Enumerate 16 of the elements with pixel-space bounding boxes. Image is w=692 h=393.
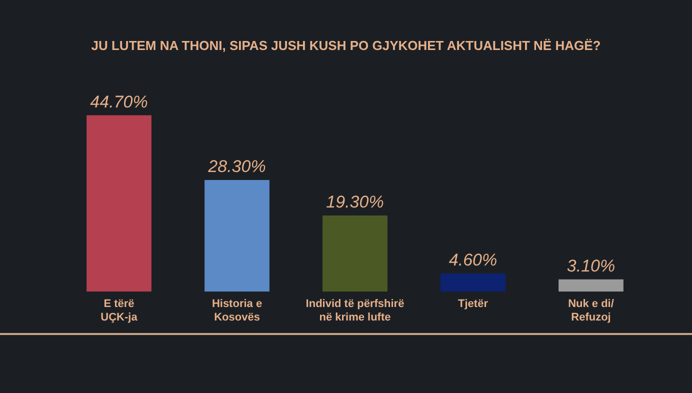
bar xyxy=(322,215,388,292)
bar xyxy=(86,115,152,292)
x-tick-label: E tërë UÇK-ja xyxy=(100,298,138,324)
data-label: 44.70% xyxy=(90,92,148,112)
data-label: 4.60% xyxy=(448,250,498,270)
bar xyxy=(558,279,624,292)
data-label: 28.30% xyxy=(207,157,266,176)
chart-title: JU LUTEM NA THONI, SIPAS JUSH KUSH PO GJYKOHET AKTUALISHT NË HAGË? xyxy=(90,38,602,53)
x-tick-label: Historia e Kosovës xyxy=(212,298,262,324)
x-tick-label: Nuk e di/ Refuzoj xyxy=(568,298,614,324)
bar xyxy=(440,273,506,292)
x-tick-label: Tjetër xyxy=(458,298,489,310)
x-tick-label: Individ të përfshirë në krime lufte xyxy=(306,298,404,324)
data-label: 3.10% xyxy=(566,256,616,276)
data-label: 19.30% xyxy=(326,192,384,212)
bar xyxy=(204,180,270,292)
